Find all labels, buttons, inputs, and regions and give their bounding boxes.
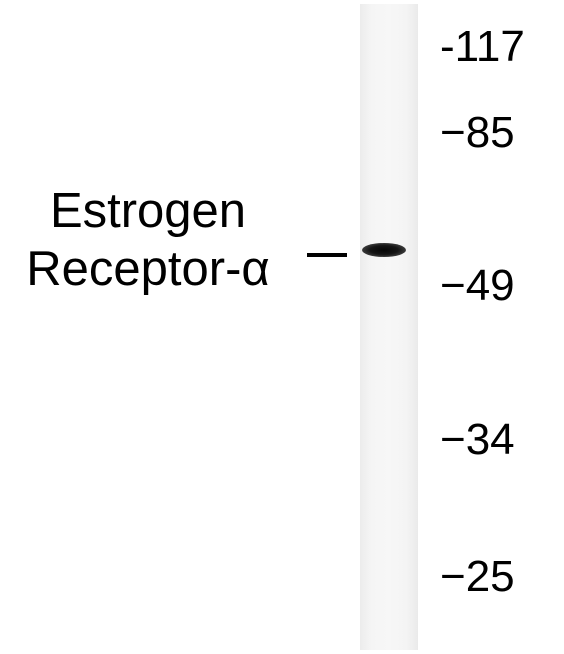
marker-25: −25 (440, 552, 515, 601)
marker-85: −85 (440, 108, 515, 157)
protein-label: Estrogen Receptor-α (0, 182, 296, 298)
protein-band (362, 243, 406, 257)
protein-label-line2: Receptor-α (26, 242, 270, 296)
protein-label-line1: Estrogen (49, 184, 247, 238)
marker-117: -117 (440, 22, 525, 71)
blot-lane (360, 4, 418, 650)
band-pointer-dash (307, 253, 347, 257)
marker-34: −34 (440, 415, 515, 464)
marker-49: −49 (440, 261, 515, 310)
